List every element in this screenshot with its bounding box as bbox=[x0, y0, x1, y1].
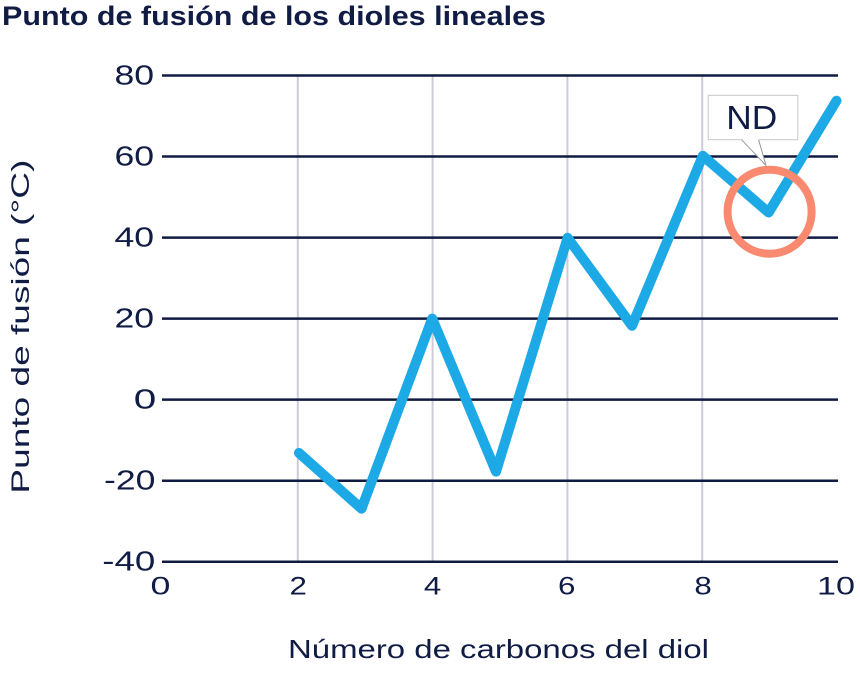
svg-text:4: 4 bbox=[424, 573, 442, 601]
svg-text:40: 40 bbox=[115, 221, 155, 252]
svg-text:Punto de fusión (°C): Punto de fusión (°C) bbox=[7, 160, 35, 494]
svg-text:ND: ND bbox=[726, 99, 777, 136]
svg-text:2: 2 bbox=[290, 573, 307, 601]
svg-text:Número de carbonos del diol: Número de carbonos del diol bbox=[288, 634, 709, 664]
svg-text:80: 80 bbox=[115, 59, 155, 90]
svg-text:20: 20 bbox=[115, 302, 155, 333]
svg-text:Punto de fusión de los dioles: Punto de fusión de los dioles lineales bbox=[2, 1, 546, 31]
svg-text:-40: -40 bbox=[102, 546, 155, 577]
svg-text:0: 0 bbox=[151, 573, 171, 601]
svg-text:-20: -20 bbox=[104, 465, 155, 496]
svg-text:6: 6 bbox=[558, 573, 575, 601]
svg-text:10: 10 bbox=[817, 573, 855, 601]
svg-text:8: 8 bbox=[694, 573, 711, 601]
svg-text:0: 0 bbox=[134, 383, 157, 414]
svg-text:60: 60 bbox=[115, 140, 155, 171]
